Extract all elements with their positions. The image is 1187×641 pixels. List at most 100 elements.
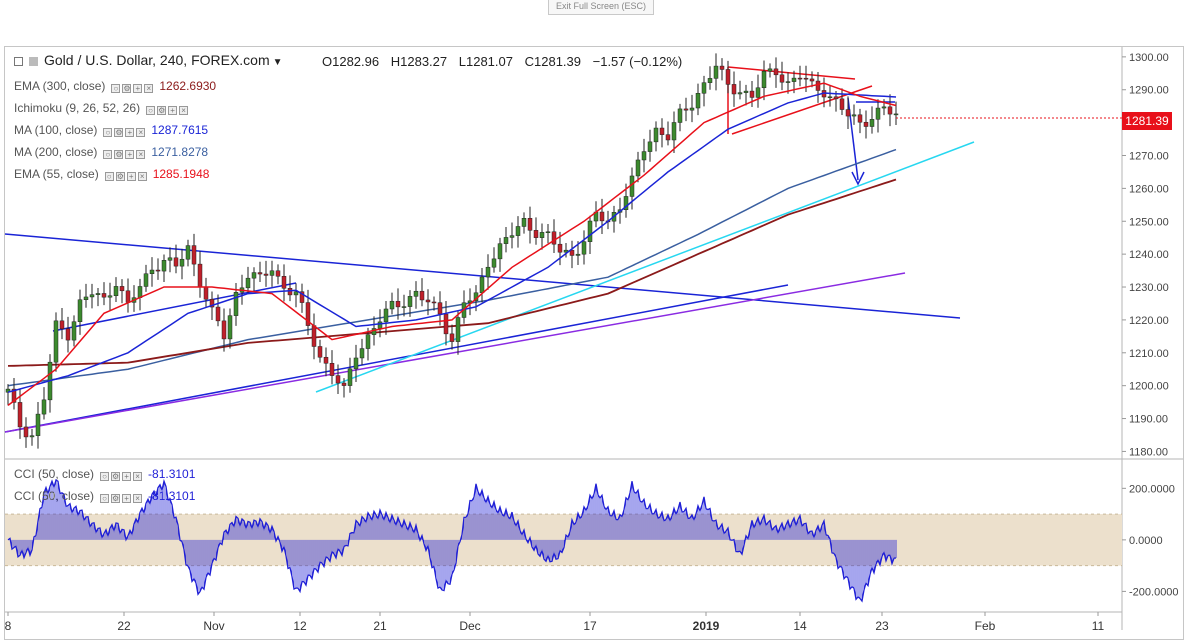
symbol-title[interactable]: Gold / U.S. Dollar, 240, FOREX.com ▼	[14, 52, 283, 68]
gear-icon[interactable]: ⚙	[115, 172, 125, 181]
gear-icon[interactable]: ⚙	[157, 106, 167, 115]
candle-body	[449, 333, 455, 342]
candle-body	[293, 291, 299, 296]
indicator-controls[interactable]: ○ ⚙ + ×	[103, 145, 147, 161]
indicator-row[interactable]: MA (100, close) ○ ⚙ + × 1287.7615	[14, 122, 208, 138]
eye-icon[interactable]: ○	[103, 128, 113, 137]
candle-body	[881, 106, 887, 109]
close-icon[interactable]: ×	[144, 84, 154, 93]
close-icon[interactable]: ×	[179, 106, 189, 115]
price-tick-label: 1180.00	[1129, 446, 1168, 458]
candle-body	[761, 70, 767, 89]
indicator-controls[interactable]: ○ ⚙ + ×	[111, 79, 155, 95]
eye-icon[interactable]: ○	[100, 472, 110, 481]
indicator-controls[interactable]: ○ ⚙ + ×	[100, 467, 144, 483]
plus-icon[interactable]: +	[122, 494, 132, 503]
candle-body	[527, 218, 533, 231]
eye-icon[interactable]: ○	[104, 172, 114, 181]
chevron-down-icon[interactable]: ▼	[272, 57, 283, 68]
gear-icon[interactable]: ⚙	[114, 150, 124, 159]
close-icon[interactable]: ×	[136, 128, 146, 137]
close-icon[interactable]: ×	[136, 150, 146, 159]
cci-tick-label: 200.0000	[1129, 483, 1175, 495]
indicator-controls[interactable]: ○ ⚙ + ×	[103, 123, 147, 139]
indicator-controls[interactable]: ○ ⚙ + ×	[146, 101, 190, 117]
indicator-label: Ichimoku (9, 26, 52, 26)	[14, 101, 141, 115]
candle-body	[353, 357, 359, 370]
plus-icon[interactable]: +	[133, 84, 143, 93]
candle-body	[749, 90, 755, 98]
candle-body	[299, 291, 305, 303]
candle-body	[179, 258, 185, 267]
candle-body	[245, 277, 251, 289]
candle-body	[149, 269, 155, 275]
candle-body	[791, 77, 797, 82]
cci-legend-row[interactable]: CCI (50, close) ○ ⚙ + × -81.3101	[14, 466, 195, 482]
indicator-value: -81.3101	[148, 489, 196, 503]
ema55-line	[7, 82, 897, 406]
candle-body	[401, 306, 407, 308]
gear-icon[interactable]: ⚙	[114, 128, 124, 137]
candle-body	[515, 226, 521, 236]
candle-body	[59, 320, 65, 330]
gear-icon[interactable]: ⚙	[111, 472, 121, 481]
eye-icon[interactable]: ○	[146, 106, 156, 115]
candle-body	[755, 87, 761, 98]
time-tick-label: 11	[1092, 619, 1105, 633]
time-tick-label: 8	[5, 619, 12, 633]
eye-icon[interactable]: ○	[111, 84, 121, 93]
eye-icon[interactable]: ○	[103, 150, 113, 159]
candle-body	[431, 301, 437, 304]
plus-icon[interactable]: +	[125, 128, 135, 137]
candle-body	[377, 321, 383, 329]
close-icon[interactable]: ×	[133, 472, 143, 481]
candle-body	[263, 273, 269, 276]
indicator-controls[interactable]: ○ ⚙ + ×	[100, 489, 144, 505]
indicator-label: MA (100, close)	[14, 123, 98, 137]
close-icon[interactable]: ×	[133, 494, 143, 503]
candle-body	[809, 78, 815, 82]
indicator-row[interactable]: EMA (300, close) ○ ⚙ + × 1262.6930	[14, 78, 216, 94]
trendline-blue-support	[4, 284, 789, 433]
time-tick-label: 21	[373, 619, 387, 633]
plus-icon[interactable]: +	[168, 106, 178, 115]
candle-body	[281, 276, 287, 289]
cci-legend-row[interactable]: CCI (50, close) ○ ⚙ + × -81.3101	[14, 488, 195, 504]
candle-body	[77, 299, 83, 322]
candle-body	[347, 368, 353, 386]
candle-body	[623, 196, 629, 210]
last-price-label: 1281.39	[1122, 112, 1172, 130]
candle-body	[677, 108, 683, 123]
gear-icon[interactable]: ⚙	[122, 84, 132, 93]
indicator-controls[interactable]: ○ ⚙ + ×	[104, 167, 149, 183]
indicator-row[interactable]: MA (200, close) ○ ⚙ + × 1271.8278	[14, 144, 208, 160]
indicator-label: CCI (50, close)	[14, 467, 95, 481]
price-tick-label: 1230.00	[1129, 282, 1169, 294]
collapse-icon[interactable]	[14, 57, 23, 66]
candle-body	[503, 237, 509, 244]
candle-body	[251, 272, 257, 279]
candle-body	[815, 80, 821, 91]
indicator-label: EMA (55, close)	[14, 167, 99, 181]
candle-body	[713, 65, 719, 79]
plus-icon[interactable]: +	[125, 150, 135, 159]
time-tick-label: 23	[875, 619, 889, 633]
candle-body	[275, 270, 281, 277]
gear-icon[interactable]: ⚙	[111, 494, 121, 503]
indicator-row[interactable]: EMA (55, close) ○ ⚙ + × 1285.1948	[14, 166, 209, 182]
price-tick-label: 1260.00	[1129, 183, 1169, 195]
plus-icon[interactable]: +	[122, 472, 132, 481]
candle-body	[209, 298, 215, 308]
ma200-line	[7, 148, 897, 387]
candle-body	[719, 65, 725, 70]
close-icon[interactable]: ×	[137, 172, 147, 181]
eye-icon[interactable]: ○	[100, 494, 110, 503]
candle-body	[641, 151, 647, 161]
candle-body	[743, 90, 749, 93]
indicator-row[interactable]: Ichimoku (9, 26, 52, 26) ○ ⚙ + ×	[14, 100, 194, 116]
exit-full-screen-button[interactable]: Exit Full Screen (ESC)	[548, 0, 654, 15]
candle-body	[803, 77, 809, 80]
plus-icon[interactable]: +	[126, 172, 136, 181]
ohlc-readout: O1282.96 H1283.27 L1281.07 C1281.39 −1.5…	[322, 54, 690, 69]
